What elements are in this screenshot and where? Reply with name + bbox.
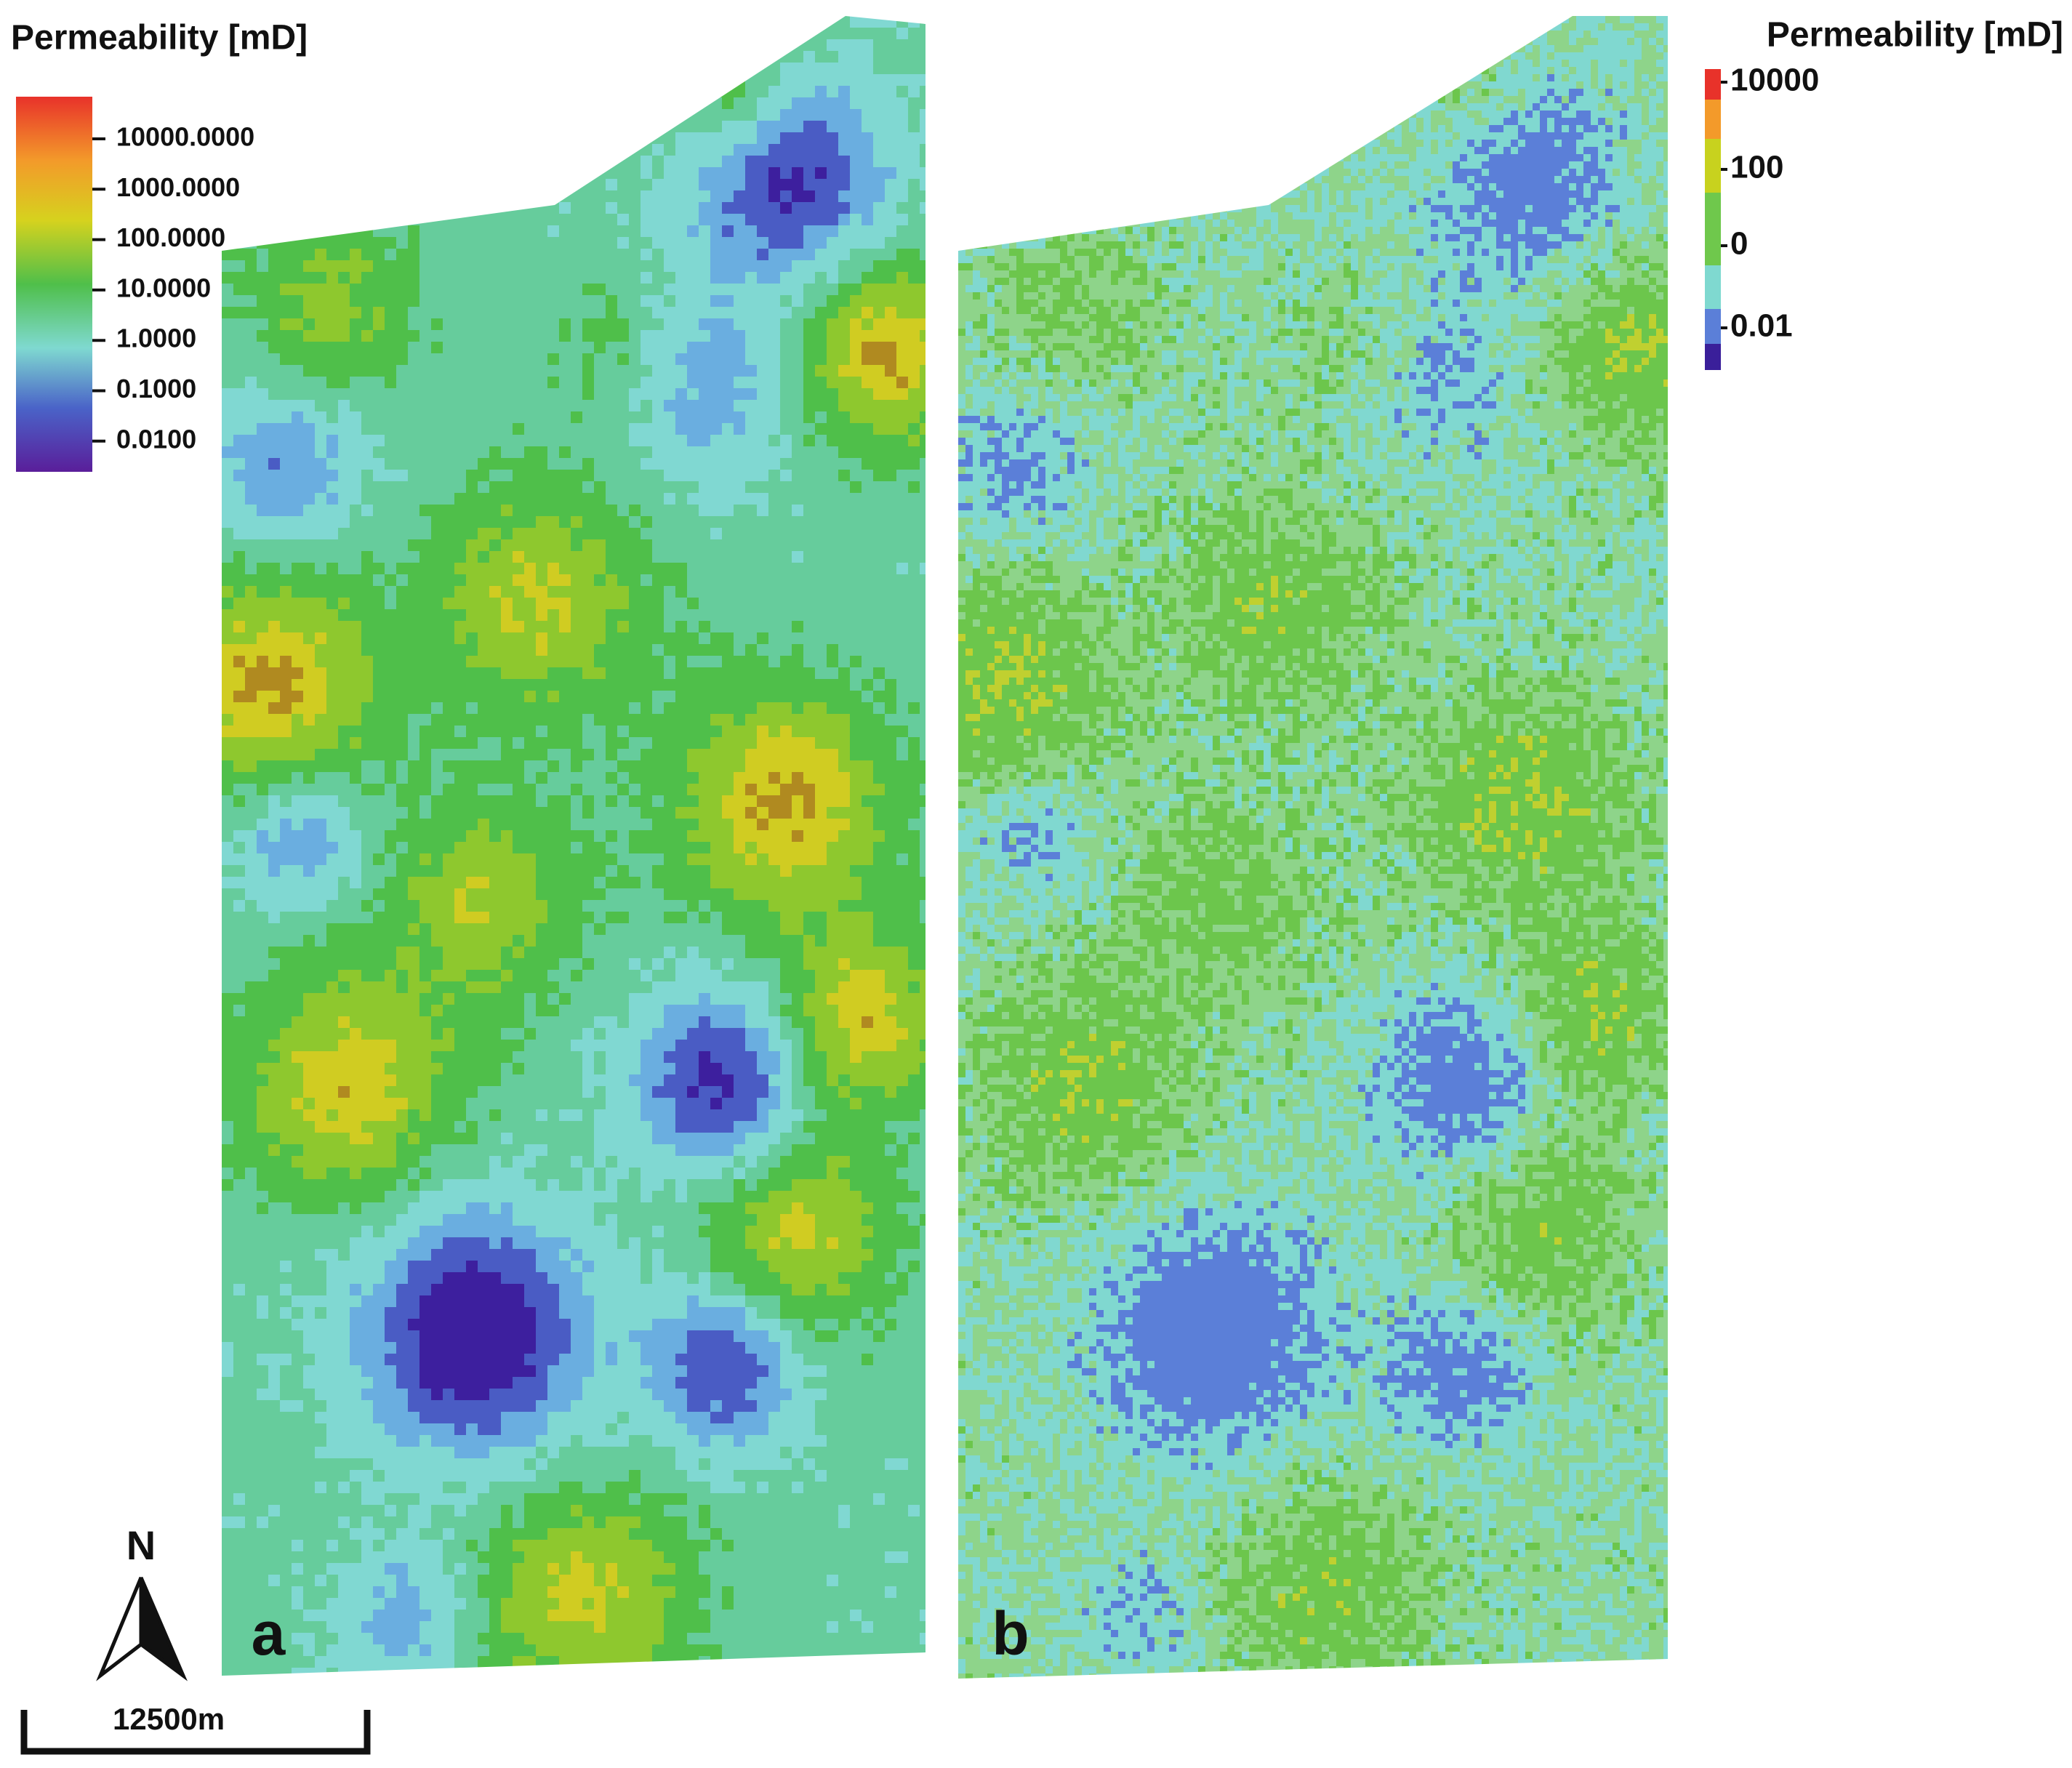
map-cells [222, 16, 925, 1676]
permeability-map-b [958, 16, 1668, 1679]
panel-label: a [252, 1599, 286, 1668]
scale-bar [20, 1710, 371, 1755]
colorbar-step [1705, 265, 1721, 309]
tick-label: 100.0000 [116, 222, 225, 252]
map-cells [222, 86, 896, 1656]
tick-label: 0.1000 [116, 374, 196, 403]
permeability-map-a [222, 16, 925, 1676]
legend-title: Permeability [mD] [1767, 16, 2063, 55]
tick-label: 0.0100 [116, 424, 196, 454]
colorbar-ticks: 10000 100 0 0.01 [1721, 63, 1819, 344]
north-label: N [127, 1522, 156, 1568]
tick-label: 10000 [1730, 63, 1819, 98]
tick-label: 0.01 [1730, 308, 1793, 344]
map-cells [958, 16, 1668, 1679]
colorbar-step [1705, 100, 1721, 139]
map-cells [222, 249, 925, 1676]
colorbar-step [1705, 69, 1721, 100]
tick-label: 10.0000 [116, 273, 211, 302]
north-arrow-right [139, 1577, 188, 1681]
map-cells [268, 121, 850, 1435]
tick-label: 1000.0000 [116, 172, 240, 202]
scale-label: 12500m [113, 1702, 225, 1736]
colorbar-ticks: 10000.0000 1000.0000 100.0000 10.0000 1.0000… [92, 122, 254, 454]
colorbar-step [1705, 344, 1721, 370]
colorbar-step [1705, 139, 1721, 193]
map-cells [958, 16, 1668, 1679]
tick-label: 10000.0000 [116, 122, 254, 152]
legend-title: Permeability [mD] [11, 19, 308, 57]
colorbar [16, 97, 92, 472]
map-cells [222, 16, 925, 1676]
tick-label: 0 [1730, 226, 1748, 262]
tick-label: 100 [1730, 150, 1783, 185]
panel-label: b [992, 1599, 1029, 1668]
tick-label: 1.0000 [116, 324, 196, 353]
colorbar-step [1705, 309, 1721, 344]
map-cells [222, 16, 925, 1676]
colorbar-step [1705, 193, 1721, 265]
colorbar [1705, 69, 1721, 370]
north-arrow-left [96, 1577, 143, 1681]
